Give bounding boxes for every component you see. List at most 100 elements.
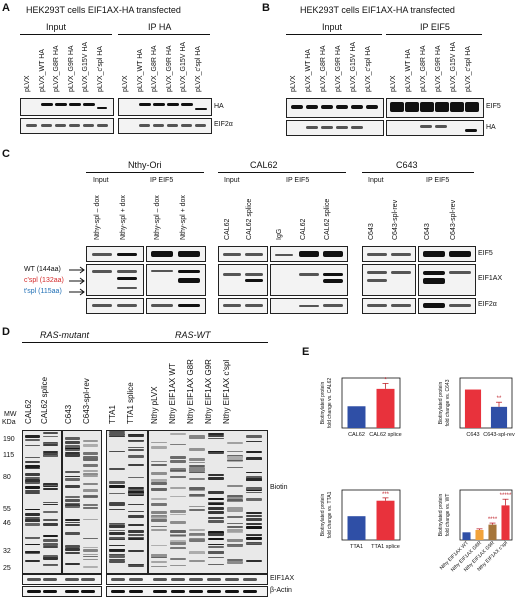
significance-mark: *** [382, 492, 390, 498]
row-label-actin: β-Actin [270, 587, 292, 594]
group-label-input: Input [93, 177, 109, 184]
lane-label: pLVX_G9R HA [435, 45, 442, 92]
blot-eif1ax [86, 264, 144, 296]
axis-label-y: fold change vs. WT [445, 494, 451, 537]
blot-biotin-nthy [148, 430, 268, 574]
blot-eif5 [86, 246, 144, 262]
lane-label: Nthy-spl – dox [94, 195, 101, 240]
axis-label-y: Biotinylated protein [320, 382, 326, 425]
mw-mark: 80 [3, 474, 11, 481]
lane-label: Nthy EIF1AX WT [168, 363, 177, 424]
significance-mark: * [384, 377, 387, 383]
lane-label: pLVX [390, 75, 397, 92]
row-label-biotin: Biotin [270, 484, 288, 491]
blot-eif5-ip [386, 98, 484, 118]
lane-label: pLVX_G8R HA [320, 45, 327, 92]
blot-eif2a [146, 298, 206, 314]
lane-label: pLVX_c'spl HA [365, 46, 372, 92]
lane-label: CAL62 splice [324, 198, 331, 240]
axis-label-y: Biotinylated protein [438, 382, 444, 425]
lane-label: pLVX_G15V HA [450, 41, 457, 92]
row-label-ha: HA [486, 124, 496, 131]
axis-label-y: fold change vs. CAL62 [327, 378, 333, 429]
blot-eif2a [86, 298, 144, 314]
row-label-eif2a: EIF2α [214, 121, 233, 128]
blot-eif2a [270, 298, 348, 314]
blot-eif2a [218, 298, 268, 314]
group-label-ras-mutant: RAS-mutant [40, 330, 90, 340]
blot-eif2a-ip [118, 118, 212, 134]
blot-eif2a-input [20, 118, 114, 134]
kda-label: KDa [2, 419, 16, 426]
lane-label: CAL62 [24, 399, 33, 424]
group-label-ip: IP EIF5 [420, 22, 450, 32]
isoform-arrows [69, 266, 85, 296]
bar [475, 530, 484, 540]
lane-label: pLVX_G15V HA [82, 41, 89, 92]
panel-letter: E [302, 346, 310, 358]
lane-label: TTA1 [108, 405, 117, 424]
lane-label: C643 [368, 223, 375, 240]
bar [376, 500, 395, 540]
lane-label: pLVX_G15V HA [350, 41, 357, 92]
panel-letter: C [2, 148, 10, 160]
group-label-ip: IP EIF5 [286, 177, 310, 184]
group-label-input: Input [322, 22, 343, 32]
category-label: TTA1 splice [371, 544, 400, 550]
mw-label: MW [4, 411, 17, 418]
blot-actin [22, 586, 102, 597]
lane-label: Nthy-spl + dox [180, 195, 187, 240]
bar [490, 406, 508, 428]
lane-label: C643 [64, 404, 73, 424]
panel-letter: B [262, 2, 270, 14]
group-label-input: Input [46, 22, 67, 32]
blot-eif2a [362, 298, 416, 314]
bar [347, 516, 366, 540]
lane-label: pLVX_WT HA [38, 49, 46, 92]
lane-label: pLVX_c'spl HA [96, 46, 104, 92]
lane-label: pLVX_G8R HA [420, 45, 427, 92]
blot-biotin-c643 [62, 430, 102, 574]
blot-ha-ip [118, 98, 212, 116]
row-label-eif1ax: EIF1AX [270, 575, 295, 582]
lane-label: CAL62 splice [246, 198, 253, 240]
group-title-c643: C643 [396, 160, 418, 170]
blot-eif1ax [22, 574, 102, 585]
category-label: C643-spl-rev [483, 432, 515, 438]
lane-label: pLVX_G9R HA [335, 45, 342, 92]
lane-label: pLVX_WT HA [136, 49, 144, 92]
significance-mark: **** [488, 517, 498, 523]
panel-title: HEK293T cells EIF1AX-HA transfected [300, 5, 455, 15]
mw-mark: 55 [3, 506, 11, 513]
blot-eif5-input [286, 98, 384, 118]
blot-eif1ax [146, 264, 206, 296]
lane-label: pLVX_G8R HA [151, 45, 158, 92]
category-label: CAL62 splice [369, 432, 401, 438]
axis-label-y: Biotinylated protein [320, 494, 326, 537]
panel-title: HEK293T cells EIF1AX-HA transfected [26, 5, 181, 15]
blot-biotin-cal62 [22, 430, 62, 574]
group-title-cal62: CAL62 [250, 160, 278, 170]
lane-label: Nthy pLVX [150, 386, 159, 424]
chart-frame [341, 377, 401, 429]
lane-label: CAL62 splice [40, 376, 49, 424]
chart-frame [341, 489, 401, 541]
lane-label: pLVX_G8R HA [53, 45, 60, 92]
row-label-eif5: EIF5 [478, 250, 493, 257]
bar [501, 505, 510, 540]
blot-eif2a [418, 298, 476, 314]
lane-label: IgG [276, 228, 283, 240]
lane-label: CAL62 [300, 218, 307, 240]
lane-label: CAL62 [224, 218, 231, 240]
group-label-input: Input [368, 177, 384, 184]
blot-eif5 [418, 246, 476, 262]
mw-mark: 46 [3, 520, 11, 527]
blot-eif1ax [362, 264, 416, 296]
isoform-label-wt: WT (144aa) [24, 266, 61, 273]
group-label-ip: IP EIF5 [150, 177, 174, 184]
mw-mark: 32 [3, 548, 11, 555]
lane-label: pLVX_WT HA [405, 49, 412, 92]
axis-label-y: fold change vs. C643 [445, 379, 451, 426]
mw-mark: 190 [3, 436, 15, 443]
